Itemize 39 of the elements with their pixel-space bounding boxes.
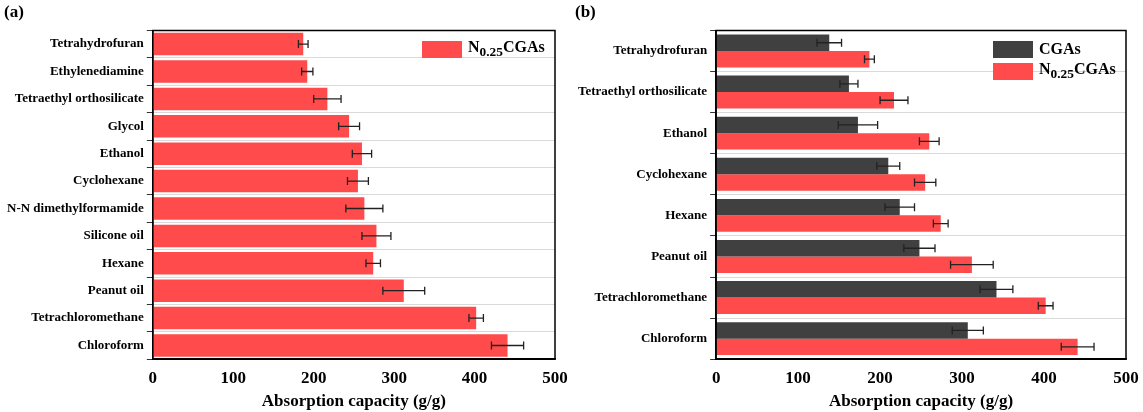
legend-label: N$_{0.25}$CGAs: [468, 38, 545, 61]
y-tick-label: Tetraethyl orthosilicate: [14, 90, 145, 106]
x-tick-label: 400: [461, 367, 488, 387]
y-tick-label: Peanut oil: [87, 282, 145, 298]
y-tick-label: Ethanol: [663, 124, 708, 140]
chart-title: (b): [575, 1, 596, 21]
x-axis-title: Absorption capacity (g/g): [261, 391, 446, 411]
y-tick-label: Silicone oil: [83, 227, 145, 243]
y-tick-label: Hexane: [101, 254, 145, 270]
x-tick-label: 500: [542, 367, 568, 387]
y-tick-label: Cyclohexane: [73, 172, 145, 188]
x-tick-label: 100: [220, 367, 247, 387]
x-tick-label: 0: [148, 367, 158, 387]
legend-label: N$_{0.25}$CGAs: [1039, 60, 1116, 83]
y-tick-label: Ethylenediamine: [49, 62, 145, 78]
y-tick-label: Tetrahydrofuran: [613, 42, 708, 58]
y-tick-label: Tetraethyl orthosilicate: [577, 83, 708, 99]
y-tick-label: Chloroform: [640, 330, 708, 346]
y-tick-label: Chloroform: [77, 336, 144, 352]
y-tick-label: Ethanol: [99, 145, 145, 161]
x-tick-label: 300: [381, 367, 407, 387]
x-tick-label: 500: [1113, 367, 1139, 387]
y-tick-label: Hexane: [665, 206, 708, 222]
y-tick-label: Tetrachloromethane: [594, 288, 708, 304]
x-tick-label: 400: [1031, 367, 1057, 387]
legend-label: CGAs: [1039, 40, 1081, 59]
y-tick-label: Peanut oil: [651, 247, 708, 263]
x-tick-label: 200: [300, 367, 327, 387]
x-axis-title: Absorption capacity (g/g): [828, 391, 1014, 411]
x-tick-label: 300: [949, 367, 975, 387]
x-tick-label: 100: [785, 367, 811, 387]
x-tick-label: 200: [867, 367, 893, 387]
x-tick-label: 0: [711, 367, 721, 387]
y-tick-label: Glycol: [107, 117, 145, 133]
y-tick-label: Tetrahydrofuran: [49, 35, 145, 51]
y-tick-label: Cyclohexane: [636, 165, 708, 181]
y-tick-label: Tetrachloromethane: [31, 309, 145, 325]
y-tick-label: N-N dimethylformamide: [6, 199, 145, 215]
text: (a): [4, 1, 24, 21]
